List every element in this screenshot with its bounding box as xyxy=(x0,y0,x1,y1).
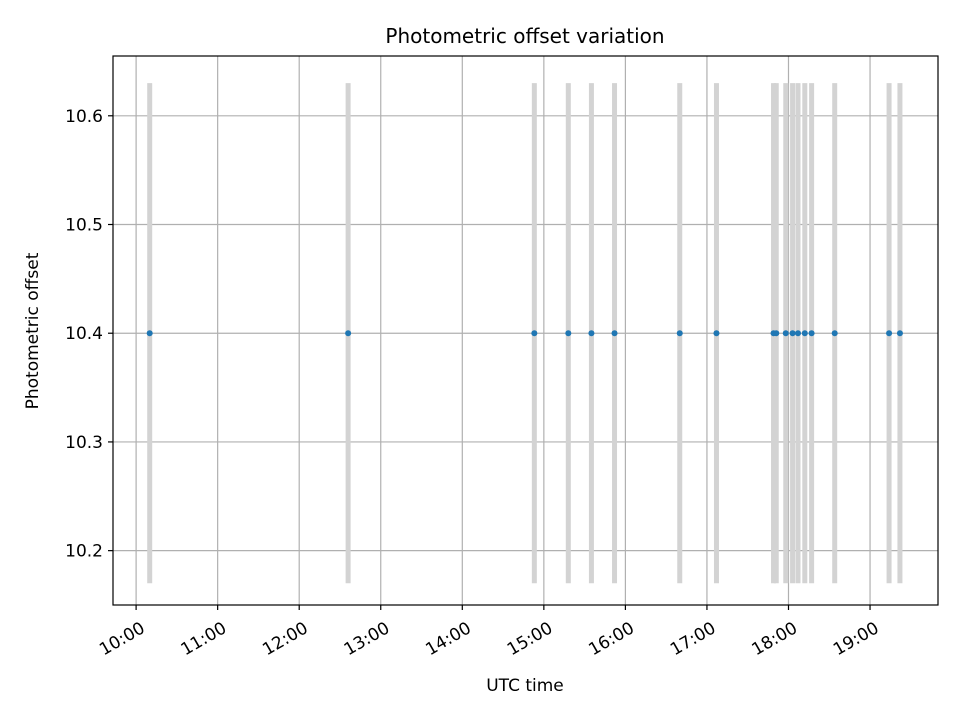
chart-title: Photometric offset variation xyxy=(385,24,664,48)
data-point xyxy=(565,330,572,337)
data-point xyxy=(782,330,789,337)
data-point xyxy=(801,330,808,337)
data-point xyxy=(611,330,618,337)
data-point xyxy=(789,330,796,337)
data-point xyxy=(146,330,153,337)
data-point xyxy=(831,330,838,337)
data-point xyxy=(808,330,815,337)
y-tick-label: 10.3 xyxy=(65,433,103,453)
data-point xyxy=(588,330,595,337)
data-point xyxy=(531,330,538,337)
data-point xyxy=(713,330,720,337)
data-point xyxy=(896,330,903,337)
y-tick-label: 10.5 xyxy=(65,216,103,236)
x-axis-label: UTC time xyxy=(486,676,564,696)
data-point xyxy=(676,330,683,337)
plot-frame xyxy=(112,55,939,606)
y-axis: 10.2 10.3 10.4 10.5 10.6 xyxy=(65,107,113,562)
y-tick-label: 10.2 xyxy=(65,542,103,562)
y-tick-label: 10.4 xyxy=(65,324,103,344)
data-point xyxy=(795,330,802,337)
data-point xyxy=(345,330,352,337)
y-axis-label: Photometric offset xyxy=(23,252,43,409)
y-tick-label: 10.6 xyxy=(65,107,103,127)
data-point xyxy=(773,330,780,337)
data-point xyxy=(886,330,893,337)
data-points xyxy=(146,330,903,337)
